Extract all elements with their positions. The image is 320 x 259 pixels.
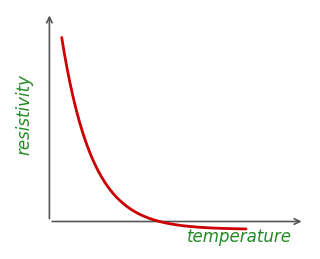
- Text: temperature: temperature: [188, 228, 292, 246]
- Text: resistivity: resistivity: [16, 74, 34, 155]
